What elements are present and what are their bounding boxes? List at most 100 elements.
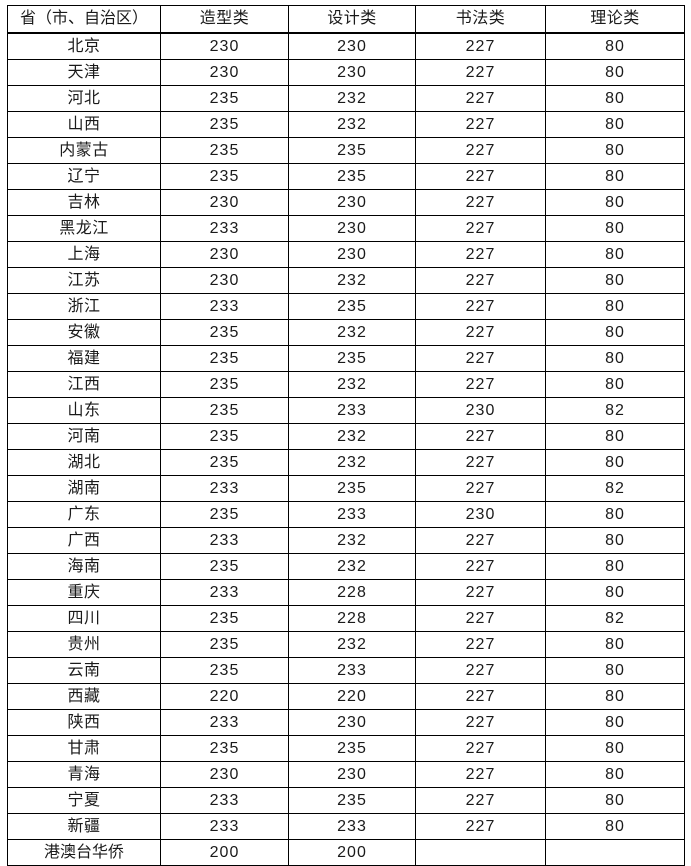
theory-score-cell: 80 [545, 553, 685, 580]
design-score-cell: 235 [288, 163, 416, 190]
modeling-score-cell: 233 [160, 787, 289, 814]
table-row: 辽宁 235 235 227 80 [7, 163, 685, 190]
modeling-score-cell: 235 [160, 111, 289, 138]
theory-score-cell: 80 [545, 189, 685, 216]
calligraphy-score-cell: 227 [415, 735, 546, 762]
calligraphy-score-cell: 227 [415, 605, 546, 632]
theory-score-cell: 80 [545, 683, 685, 710]
modeling-score-cell: 235 [160, 85, 289, 112]
design-score-cell: 233 [288, 397, 416, 424]
table-row: 青海 230 230 227 80 [7, 761, 685, 788]
theory-score-cell: 80 [545, 761, 685, 788]
column-header-design: 设计类 [288, 5, 416, 34]
design-score-cell: 230 [288, 761, 416, 788]
design-score-cell: 233 [288, 813, 416, 840]
modeling-score-cell: 235 [160, 657, 289, 684]
calligraphy-score-cell: 227 [415, 267, 546, 294]
modeling-score-cell: 235 [160, 631, 289, 658]
table-row: 上海 230 230 227 80 [7, 241, 685, 268]
table-row: 黑龙江 233 230 227 80 [7, 215, 685, 242]
column-header-province: 省（市、自治区） [7, 5, 161, 34]
province-cell: 河北 [7, 85, 161, 112]
design-score-cell: 232 [288, 631, 416, 658]
table-row: 内蒙古 235 235 227 80 [7, 137, 685, 164]
modeling-score-cell: 233 [160, 475, 289, 502]
table-row: 河南 235 232 227 80 [7, 423, 685, 450]
province-cell: 天津 [7, 59, 161, 86]
modeling-score-cell: 233 [160, 709, 289, 736]
calligraphy-score-cell: 227 [415, 59, 546, 86]
table-row: 浙江 233 235 227 80 [7, 293, 685, 320]
theory-score-cell: 80 [545, 85, 685, 112]
theory-score-cell: 80 [545, 735, 685, 762]
table-row: 陕西 233 230 227 80 [7, 709, 685, 736]
theory-score-cell: 80 [545, 215, 685, 242]
province-cell: 湖南 [7, 475, 161, 502]
province-cell: 山东 [7, 397, 161, 424]
theory-score-cell: 80 [545, 449, 685, 476]
design-score-cell: 235 [288, 475, 416, 502]
design-score-cell: 233 [288, 657, 416, 684]
table-row: 甘肃 235 235 227 80 [7, 735, 685, 762]
table-row: 湖北 235 232 227 80 [7, 449, 685, 476]
calligraphy-score-cell: 230 [415, 397, 546, 424]
modeling-score-cell: 235 [160, 501, 289, 528]
calligraphy-score-cell: 227 [415, 85, 546, 112]
modeling-score-cell: 233 [160, 527, 289, 554]
province-cell: 云南 [7, 657, 161, 684]
calligraphy-score-cell: 227 [415, 553, 546, 580]
province-cell: 内蒙古 [7, 137, 161, 164]
province-cell: 新疆 [7, 813, 161, 840]
province-cell: 重庆 [7, 579, 161, 606]
province-cell: 西藏 [7, 683, 161, 710]
calligraphy-score-cell: 227 [415, 787, 546, 814]
calligraphy-score-cell: 227 [415, 371, 546, 398]
calligraphy-score-cell: 227 [415, 319, 546, 346]
design-score-cell: 230 [288, 215, 416, 242]
table-row: 河北 235 232 227 80 [7, 85, 685, 112]
column-header-theory: 理论类 [545, 5, 685, 34]
modeling-score-cell: 235 [160, 345, 289, 372]
calligraphy-score-cell: 227 [415, 579, 546, 606]
theory-score-cell: 82 [545, 605, 685, 632]
calligraphy-score-cell: 230 [415, 501, 546, 528]
modeling-score-cell: 233 [160, 813, 289, 840]
modeling-score-cell: 235 [160, 397, 289, 424]
modeling-score-cell: 235 [160, 423, 289, 450]
calligraphy-score-cell: 227 [415, 163, 546, 190]
theory-score-cell: 80 [545, 501, 685, 528]
theory-score-cell: 80 [545, 709, 685, 736]
province-cell: 宁夏 [7, 787, 161, 814]
design-score-cell: 232 [288, 111, 416, 138]
table-row: 海南 235 232 227 80 [7, 553, 685, 580]
table-row: 四川 235 228 227 82 [7, 605, 685, 632]
modeling-score-cell: 235 [160, 605, 289, 632]
modeling-score-cell: 230 [160, 267, 289, 294]
modeling-score-cell: 200 [160, 839, 289, 866]
design-score-cell: 235 [288, 293, 416, 320]
table-row: 福建 235 235 227 80 [7, 345, 685, 372]
modeling-score-cell: 230 [160, 59, 289, 86]
table-row: 江西 235 232 227 80 [7, 371, 685, 398]
design-score-cell: 232 [288, 423, 416, 450]
province-cell: 海南 [7, 553, 161, 580]
province-cell: 上海 [7, 241, 161, 268]
column-header-calligraphy: 书法类 [415, 5, 546, 34]
theory-score-cell: 80 [545, 163, 685, 190]
theory-score-cell: 82 [545, 475, 685, 502]
calligraphy-score-cell: 227 [415, 449, 546, 476]
theory-score-cell: 80 [545, 527, 685, 554]
province-cell: 广西 [7, 527, 161, 554]
design-score-cell: 232 [288, 553, 416, 580]
modeling-score-cell: 230 [160, 761, 289, 788]
modeling-score-cell: 230 [160, 32, 289, 60]
design-score-cell: 233 [288, 501, 416, 528]
table-row: 江苏 230 232 227 80 [7, 267, 685, 294]
province-cell: 甘肃 [7, 735, 161, 762]
table-row: 广西 233 232 227 80 [7, 527, 685, 554]
province-cell: 贵州 [7, 631, 161, 658]
table-row: 安徽 235 232 227 80 [7, 319, 685, 346]
design-score-cell: 228 [288, 579, 416, 606]
theory-score-cell: 80 [545, 293, 685, 320]
design-score-cell: 220 [288, 683, 416, 710]
